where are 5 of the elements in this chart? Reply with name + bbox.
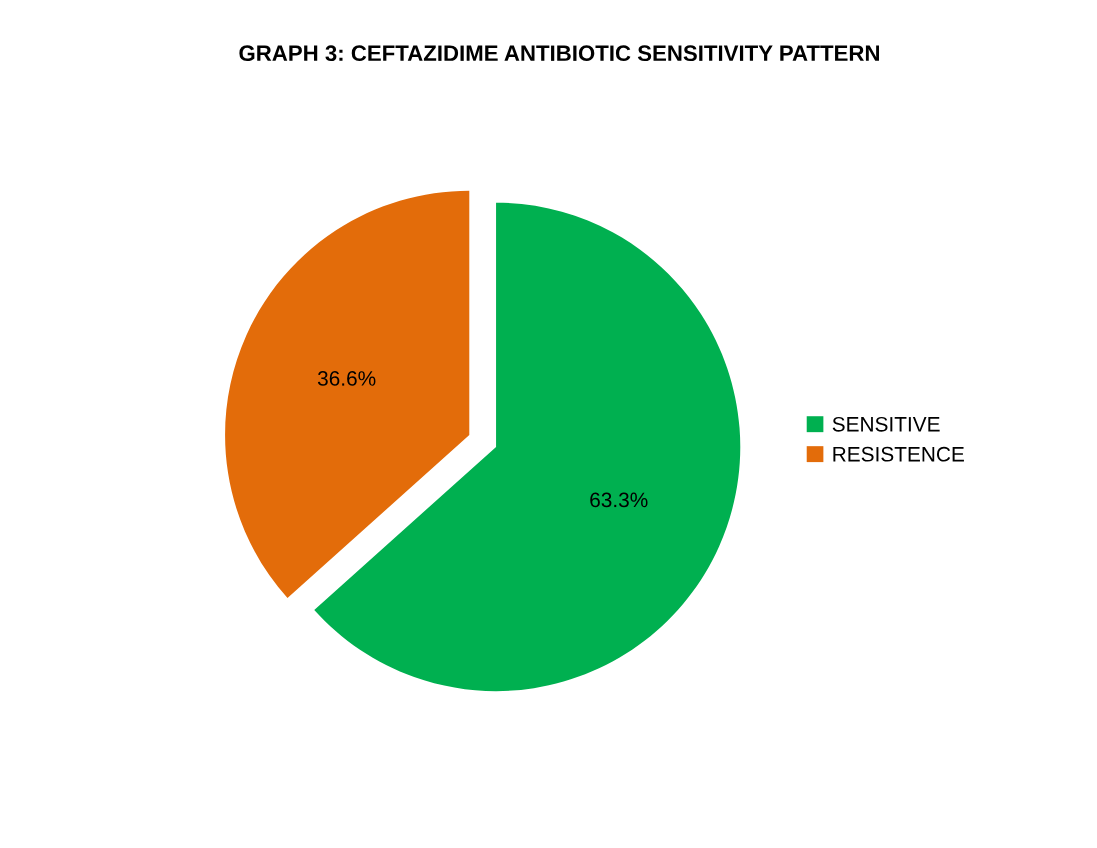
chart-title: GRAPH 3: CEFTAZIDIME ANTIBIOTIC SENSITIVITY PATTERN — [239, 45, 879, 62]
legend-label: RESISTENCE — [833, 446, 964, 462]
legend-label: SENSITIVE — [832, 416, 940, 432]
data-label: 36.6% — [317, 371, 376, 386]
data-label: 63.3% — [590, 492, 648, 508]
